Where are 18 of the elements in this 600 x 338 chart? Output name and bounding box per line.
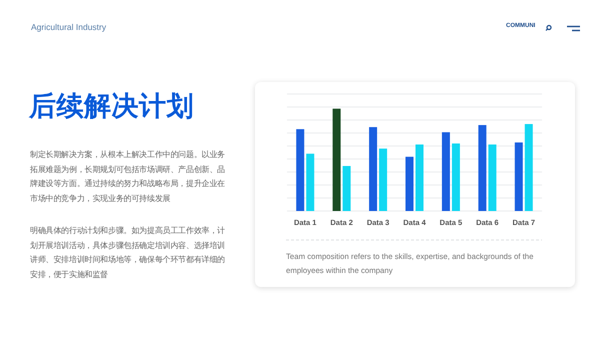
chart-title: 后续解决计划 <box>29 90 194 123</box>
bar <box>306 154 314 211</box>
text: 制定长期解决方案，从根本上解决工作中的问题。以业务拓展难题为例，长期规划可包括市场调研、产品创新、品牌建设等方面。通过持续的努力和战略布局，提升企业在市场中的竞争力，实现业务的可持续发展 <box>30 149 226 205</box>
bar <box>478 125 486 211</box>
bar <box>524 124 533 211</box>
bar <box>342 166 351 211</box>
bar <box>296 129 304 211</box>
bar <box>369 127 378 211</box>
bar <box>379 148 388 211</box>
bar <box>514 142 523 211</box>
bar <box>442 132 450 211</box>
bar <box>332 108 341 211</box>
bar <box>488 144 496 211</box>
text: Agricultural Industry <box>31 22 106 32</box>
bar <box>406 156 414 211</box>
text: 明确具体的行动计划和步骤。如为提高员工工作效率，计划开展培训活动，具体步骤包括确定培训内容、选择培训讲师、安排培训时间和场地等，确保每个环节都有详细的安排，便于实施和监督 <box>30 225 226 281</box>
bar <box>452 143 460 211</box>
bar <box>416 144 424 211</box>
